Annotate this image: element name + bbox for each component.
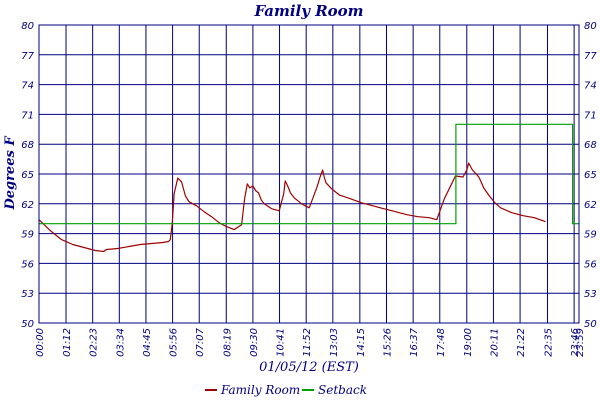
x-tick-label: 07:07 [195, 327, 206, 356]
x-tick-label: 23:46 [570, 328, 581, 357]
x-tick-label: 09:30 [249, 328, 260, 357]
x-tick-label: 13:03 [329, 328, 340, 357]
y-tick-label-right: 65 [584, 170, 597, 181]
chart-title: Family Room [253, 2, 363, 20]
y-tick-label-left: 68 [21, 140, 34, 151]
y-tick-label-left: 50 [21, 319, 34, 330]
legend: Family Room Setback [205, 383, 367, 397]
legend-label: Family Room [220, 383, 300, 397]
x-ticks: 00:00 01:12 02:23 03:34 04:45 05:56 07:07 08:19… [35, 327, 586, 356]
y-tick-label-right: 80 [584, 21, 597, 32]
y-tick-label-left: 77 [21, 51, 34, 62]
x-tick-label: 10:41 [276, 328, 287, 357]
x-tick-label: 04:45 [142, 328, 153, 357]
y-tick-label-right: 50 [584, 319, 597, 330]
x-tick-label: 03:34 [115, 328, 126, 357]
x-tick-label: 11:52 [302, 328, 313, 357]
y-tick-label-right: 56 [584, 259, 597, 270]
y-tick-label-right: 74 [584, 81, 597, 92]
y-tick-label-right: 62 [584, 200, 597, 211]
series-line-setback [39, 123, 579, 225]
x-tick-label: 21:22 [516, 328, 527, 357]
x-tick-label: 22:35 [543, 328, 554, 357]
x-tick-label: 20:11 [489, 328, 500, 357]
y-tick-label-right: 77 [584, 51, 597, 62]
y-tick-label-left: 74 [21, 81, 34, 92]
y-ticks-left: 50 53 56 59 62 65 68 71 74 77 80 [21, 21, 34, 330]
y-ticks-right: 50 53 56 59 62 65 68 71 74 77 80 [584, 21, 597, 330]
legend-label: Setback [318, 383, 367, 397]
y-tick-label-left: 71 [21, 110, 34, 121]
plot-frame [38, 24, 580, 324]
x-tick-label: 14:15 [356, 328, 367, 357]
y-tick-label-left: 53 [21, 289, 34, 300]
y-tick-label-right: 59 [584, 230, 597, 241]
x-tick-label: 19:00 [463, 328, 474, 357]
x-tick-label: 00:00 [35, 328, 46, 357]
x-tick-label: 08:19 [222, 328, 233, 357]
y-tick-label-right: 71 [584, 110, 597, 121]
x-tick-label: 15:26 [382, 328, 393, 357]
y-tick-label-left: 65 [21, 170, 34, 181]
series-layer [38, 123, 579, 253]
y-tick-label-left: 80 [21, 21, 34, 32]
y-tick-label-left: 59 [21, 230, 34, 241]
x-axis-label: 01/05/12 (EST) [259, 360, 359, 375]
y-tick-label-left: 56 [21, 259, 34, 270]
x-tick-label: 01:12 [62, 328, 73, 357]
series-line-family-room [38, 162, 546, 253]
x-tick-label: 23:59 [575, 328, 586, 357]
y-tick-label-right: 68 [584, 140, 597, 151]
y-tick-label-right: 53 [584, 289, 597, 300]
x-tick-label: 16:37 [409, 327, 420, 356]
x-tick-label: 02:23 [89, 328, 100, 357]
y-tick-label-left: 62 [21, 200, 34, 211]
x-tick-label: 05:56 [169, 328, 180, 357]
x-tick-label: 17:48 [436, 328, 447, 357]
y-axis-label: Degrees F [3, 136, 18, 211]
grid [38, 24, 580, 324]
